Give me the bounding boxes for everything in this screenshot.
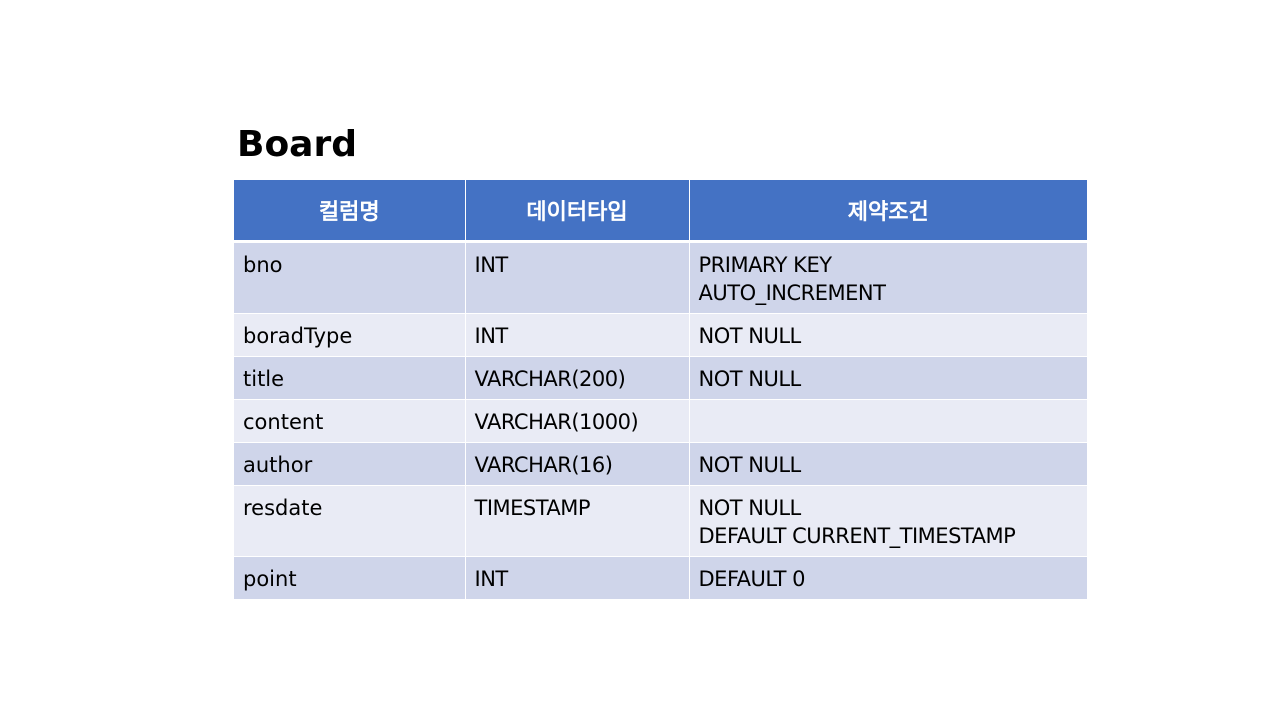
constraint-line: NOT NULL [698,496,802,520]
cell-column-name: bno [234,241,466,314]
cell-constraints: NOT NULL [689,356,1087,400]
constraint-line: NOT NULL [698,453,802,477]
cell-constraints: NOT NULL [689,442,1087,486]
cell-data-type: TIMESTAMP [465,485,690,557]
cell-constraints: NOT NULL [689,313,1087,357]
cell-column-name: content [234,399,466,443]
table-row: content VARCHAR(1000) [234,399,1087,443]
cell-constraints: DEFAULT 0 [689,556,1087,600]
cell-constraints: PRIMARY KEY AUTO_INCREMENT [689,241,1087,314]
cell-column-name: boradType [234,313,466,357]
cell-column-name: resdate [234,485,466,557]
constraint-line: NOT NULL [698,367,802,391]
table-header-row: 컬럼명 데이터타입 제약조건 [234,180,1087,243]
constraint-line: DEFAULT CURRENT_TIMESTAMP [698,524,1016,548]
constraint-line: NOT NULL [698,324,802,348]
table-row: resdate TIMESTAMP NOT NULL DEFAULT CURRE… [234,485,1087,557]
cell-data-type: INT [465,556,690,600]
cell-data-type: VARCHAR(200) [465,356,690,400]
header-column-name: 컬럼명 [234,180,466,243]
constraint-line: PRIMARY KEY [698,253,833,277]
constraint-line: DEFAULT 0 [698,567,806,591]
table-row: bno INT PRIMARY KEY AUTO_INCREMENT [234,241,1087,314]
table-row: point INT DEFAULT 0 [234,556,1087,600]
cell-data-type: VARCHAR(16) [465,442,690,486]
table-row: title VARCHAR(200) NOT NULL [234,356,1087,400]
cell-column-name: title [234,356,466,400]
cell-column-name: point [234,556,466,600]
cell-data-type: INT [465,241,690,314]
header-data-type: 데이터타입 [465,180,690,243]
table-row: author VARCHAR(16) NOT NULL [234,442,1087,486]
schema-table: 컬럼명 데이터타입 제약조건 bno INT PRIMARY KEY AUTO_… [234,180,1087,600]
header-constraints: 제약조건 [689,180,1087,243]
cell-data-type: INT [465,313,690,357]
page-title: Board [237,124,357,165]
constraint-line: AUTO_INCREMENT [698,281,886,305]
cell-constraints [689,399,1087,443]
cell-constraints: NOT NULL DEFAULT CURRENT_TIMESTAMP [689,485,1087,557]
cell-data-type: VARCHAR(1000) [465,399,690,443]
table-row: boradType INT NOT NULL [234,313,1087,357]
cell-column-name: author [234,442,466,486]
